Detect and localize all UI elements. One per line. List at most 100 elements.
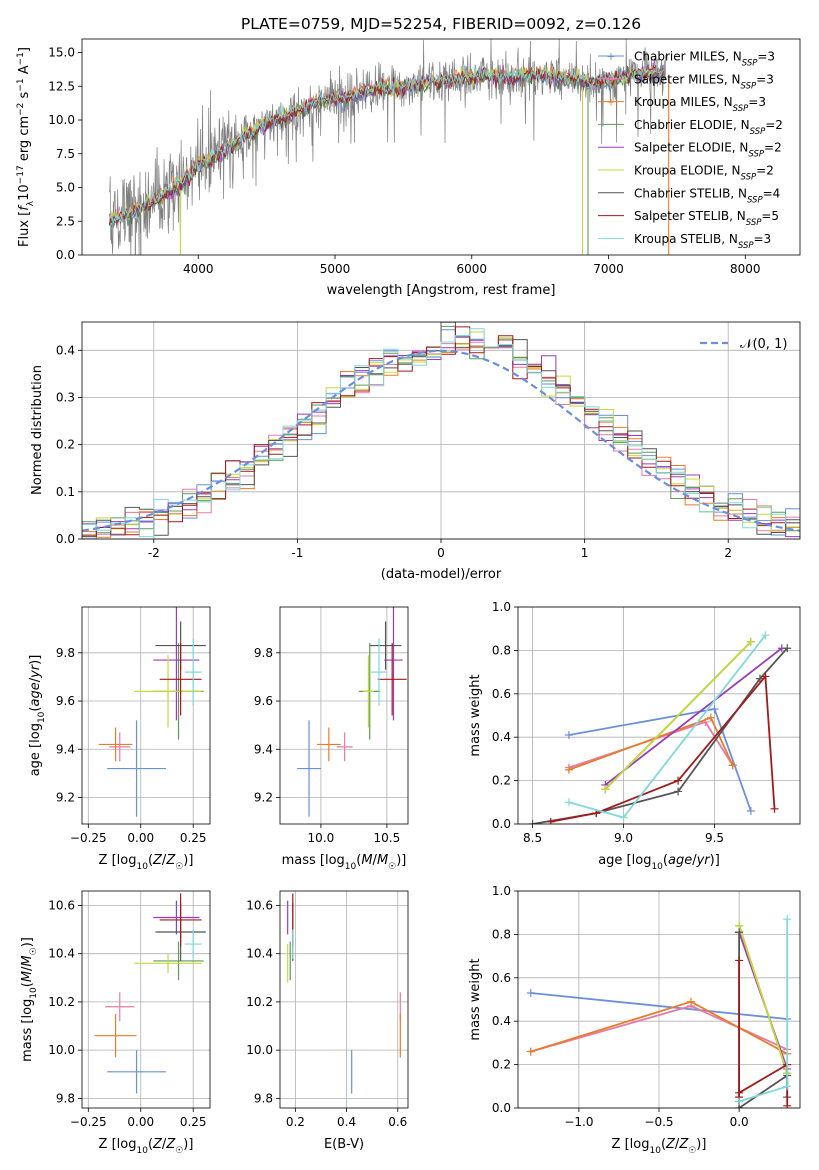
y-tick-label: 1.0 <box>492 600 511 614</box>
y-tick-label: 0.6 <box>492 687 511 701</box>
x-tick-label: 10.0 <box>308 831 335 845</box>
y-tick-label: 9.4 <box>254 742 273 756</box>
weight-point-chabrier-stelib <box>528 820 537 824</box>
label-part: / <box>28 677 43 682</box>
legend-text: Salpeter MILES, N <box>634 72 741 86</box>
y-tick-label: 10.0 <box>48 1043 75 1057</box>
legend-subscript: SSP <box>748 150 764 160</box>
weight-point-chabrier-miles <box>746 806 755 815</box>
x-tick-label: −1.0 <box>564 1115 593 1129</box>
legend-text: Kroupa STELIB, N <box>634 232 738 246</box>
label-part: ( <box>356 853 361 868</box>
y-tick-label: 9.4 <box>56 742 75 756</box>
label-part: λ <box>26 200 36 206</box>
legend-label-normal: 𝒩(0, 1) <box>740 337 787 352</box>
y-tick-label: 10.0 <box>246 1043 273 1057</box>
weight-point-kroupa-stelib <box>783 915 792 924</box>
label-part: s <box>17 91 32 102</box>
x-axis-label: age [log10(age/yr)] <box>598 853 720 872</box>
panel-z-weight: −1.0 −0.5 0.00.00.20.40.60.81.0Z [log10(Z/… <box>468 884 801 1156</box>
x-tick-label: 8000 <box>730 262 761 276</box>
figure-title: PLATE=0759, MJD=52254, FIBERID=0092, z=0… <box>241 15 641 33</box>
label-part: 10 <box>136 1146 148 1156</box>
weight-line-chabrier-miles <box>530 992 788 1020</box>
label-part: ( <box>28 707 43 712</box>
weight-point-chabrier-miles <box>564 731 573 740</box>
y-tick-label: 1.0 <box>492 884 511 898</box>
legend-label-salpeter-miles: Salpeter MILES, NSSP=3 <box>634 72 774 91</box>
label-part: Z [log <box>612 1137 650 1152</box>
histogram-kroupa-stelib <box>82 328 800 539</box>
legend-marker: + <box>606 50 615 63</box>
weight-point-kroupa-stelib <box>783 1082 792 1091</box>
x-tick-label: 0.25 <box>180 1115 207 1129</box>
legend-subscript: SSP <box>747 195 763 205</box>
y-tick-label: 9.6 <box>56 694 75 708</box>
label-part: mass weight <box>468 674 483 756</box>
y-tick-label: 0.8 <box>492 643 511 657</box>
weight-line-kroupa-elodie <box>604 641 752 790</box>
x-tick-label: 2 <box>724 546 732 560</box>
label-part: )] <box>183 853 193 868</box>
y-tick-label: 10.4 <box>246 947 273 961</box>
label-part: ☉ <box>688 1146 696 1156</box>
label-part: 10 <box>29 987 39 999</box>
y-axis-label: mass [log10(M/M☉)] <box>20 937 39 1062</box>
label-part: Z [log <box>99 853 137 868</box>
label-part: / <box>692 853 697 868</box>
legend: + Chabrier MILES, NSSP=3 + Salpeter MILES, … <box>598 50 783 251</box>
x-tick-label: 10.5 <box>374 831 401 845</box>
weight-point-kroupa-miles <box>706 713 715 722</box>
model-spectrum-kroupa-stelib <box>109 63 664 224</box>
legend-text: Kroupa MILES, N <box>634 95 733 109</box>
weight-point-kroupa-stelib <box>564 798 573 807</box>
label-part: / <box>162 853 167 868</box>
axes-frame <box>81 38 801 256</box>
legend-suffix: =3 <box>757 50 775 64</box>
weight-point-chabrier-stelib <box>783 644 792 653</box>
weight-line-kroupa-elodie <box>738 925 789 1074</box>
plot-area-spectrum <box>108 39 670 255</box>
label-part: ( <box>661 1137 666 1152</box>
y-tick-label: 15.0 <box>48 46 75 60</box>
label-part: yr <box>696 853 712 868</box>
legend-subscript: SSP <box>742 59 758 69</box>
y-tick-label: 0.6 <box>492 971 511 985</box>
y-tick-label: 0.0 <box>492 1101 511 1115</box>
normal-distribution-curve <box>82 349 800 532</box>
y-axis-label: Normed distribution <box>30 365 45 495</box>
y-axis-label: Flux [fλ10−17 erg cm−2 s−1 A−1] <box>16 47 36 247</box>
label-part: E(B-V) <box>324 1137 364 1152</box>
axes-frame <box>81 606 211 825</box>
legend-suffix: =4 <box>763 186 781 200</box>
panel-age-weight: 8.5 9.0 9.5 0.0 0.2 0.4 0.6 0.8 1.0 age [log10(ag… <box>468 600 801 872</box>
label-part: Z <box>165 853 176 868</box>
y-axis-label: age [log10(age/yr)] <box>28 655 47 777</box>
weight-point-kroupa-stelib <box>735 1097 744 1106</box>
y-tick-label: 9.2 <box>56 790 75 804</box>
label-part: / <box>675 1137 680 1152</box>
legend-label-chabrier-miles: Chabrier MILES, NSSP=3 <box>634 50 775 69</box>
label-part: / <box>20 966 35 971</box>
label-part: age <box>28 682 43 706</box>
legend-label-kroupa-miles: Kroupa MILES, NSSP=3 <box>634 95 766 114</box>
label-part: M <box>20 971 35 982</box>
y-axis-label: mass weight <box>468 958 483 1040</box>
y-tick-label: 10.2 <box>246 995 273 1009</box>
legend-marker: + <box>606 73 615 86</box>
weight-point-kroupa-elodie <box>601 785 610 794</box>
legend-label-chabrier-stelib: Chabrier STELIB, NSSP=4 <box>634 186 780 205</box>
y-tick-label: 10.0 <box>48 113 75 127</box>
label-part: f <box>17 204 32 211</box>
y-tick-label: 0.0 <box>56 532 75 546</box>
y-tick-label: 0.2 <box>492 1058 511 1072</box>
y-tick-label: 0.4 <box>492 730 511 744</box>
plot-area-z-mass <box>94 893 206 1094</box>
legend-subscript: SSP <box>750 127 766 137</box>
legend-subscript: SSP <box>738 241 754 251</box>
label-part: Normed distribution <box>30 365 45 495</box>
y-tick-label: 0.4 <box>492 1014 511 1028</box>
weight-point-kroupa-miles <box>728 761 737 770</box>
label-part: ☉ <box>388 862 396 872</box>
x-axis-label: Z [log10(Z/Z☉)] <box>99 1137 194 1156</box>
